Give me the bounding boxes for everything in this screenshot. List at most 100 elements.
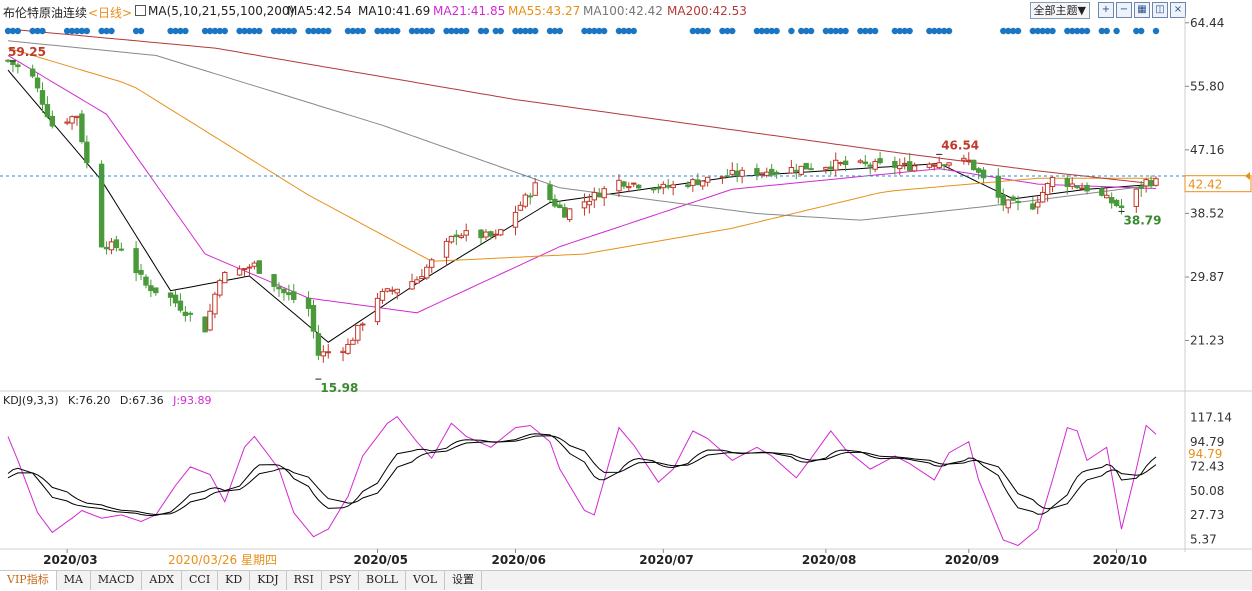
candle-body — [453, 234, 460, 238]
tab-adx[interactable]: ADX — [142, 571, 182, 590]
grid-icon[interactable]: ▦ — [1134, 2, 1150, 18]
tab-vip[interactable]: VIP指标 — [0, 571, 57, 590]
candle-body — [320, 351, 327, 357]
period-label[interactable]: <日线> — [88, 6, 133, 20]
ma-params: MA(5,10,21,55,100,200) — [148, 4, 295, 18]
candle-body — [217, 280, 223, 296]
event-dot — [531, 27, 539, 35]
event-dot — [940, 27, 948, 35]
candle-body — [108, 241, 115, 251]
price-tick-label: 64.44 — [1190, 16, 1224, 30]
candle-body — [739, 169, 745, 177]
tab-vol[interactable]: VOL — [406, 571, 446, 590]
event-dot — [354, 27, 362, 35]
tab-boll[interactable]: BOLL — [359, 571, 406, 590]
event-dot — [901, 27, 908, 35]
event-dot — [867, 27, 874, 35]
candle-body — [798, 165, 804, 175]
theme-select[interactable]: 全部主题▼ — [1029, 2, 1090, 19]
ma200-line — [7, 28, 1157, 185]
event-dot — [182, 27, 189, 35]
candle-body — [79, 113, 85, 143]
event-dot — [600, 27, 608, 35]
candle-body — [631, 182, 637, 185]
candle-body — [305, 297, 312, 309]
candle-body — [483, 231, 489, 238]
event-dot — [1014, 27, 1022, 35]
event-dot — [320, 27, 327, 35]
tab-kdj[interactable]: KDJ — [250, 571, 287, 590]
tab-psy[interactable]: PSY — [322, 571, 360, 590]
kdj-title: KDJ(9,3,3) — [3, 394, 59, 407]
candle-body — [685, 184, 691, 188]
event-dot — [9, 27, 17, 35]
candle-body — [803, 162, 809, 170]
event-dot — [724, 27, 731, 35]
candle-body — [700, 180, 706, 187]
candle-body — [187, 312, 194, 315]
ma-lines — [7, 28, 1157, 343]
tab-设置[interactable]: 设置 — [445, 571, 483, 590]
candle-body — [138, 269, 144, 275]
kdj-j-value: J:93.89 — [173, 394, 212, 407]
event-dot — [374, 27, 381, 35]
candle-body — [926, 163, 933, 168]
candle-body — [650, 188, 657, 191]
kdj-j-line — [7, 416, 1157, 547]
candle-body — [1030, 203, 1036, 210]
candle-body — [773, 171, 780, 174]
zoom-out-icon[interactable]: − — [1116, 2, 1132, 18]
event-dot — [591, 27, 598, 35]
ma21-value: MA21:41.85 — [433, 4, 506, 18]
candle-body — [478, 229, 484, 239]
event-dot — [1000, 27, 1007, 35]
event-dot — [517, 27, 524, 35]
candle-body — [310, 305, 317, 332]
x-tick-label: 2020/05 — [354, 553, 408, 567]
price-arrow-icon — [1245, 172, 1250, 181]
tab-ma[interactable]: MA — [57, 571, 91, 590]
event-dot — [1069, 27, 1076, 35]
candle-body — [443, 240, 450, 258]
x-tick-label: 2020/06 — [491, 553, 545, 567]
candle-body — [897, 165, 903, 170]
close-icon[interactable]: × — [1170, 2, 1186, 18]
tab-cci[interactable]: CCI — [182, 571, 219, 590]
candle-body — [44, 104, 51, 118]
event-dot — [477, 27, 485, 35]
candle-body — [488, 231, 494, 237]
candle-body — [345, 343, 351, 354]
candle-body — [941, 164, 947, 167]
candle-body — [153, 287, 159, 294]
split-icon[interactable]: ◫ — [1152, 2, 1168, 18]
event-dot — [753, 27, 761, 35]
event-dot — [206, 27, 214, 35]
event-dot — [290, 27, 297, 35]
candle-body — [419, 276, 425, 279]
event-dot — [763, 27, 770, 35]
event-dot — [497, 27, 504, 35]
checkbox-icon[interactable] — [135, 5, 146, 16]
candle-body — [690, 179, 696, 186]
zoom-in-icon[interactable]: + — [1098, 2, 1114, 18]
candle-body — [1138, 186, 1144, 189]
event-dot — [389, 27, 396, 35]
candle-body — [1113, 199, 1120, 207]
ma200-value: MA200:42.53 — [667, 4, 747, 18]
tab-rsi[interactable]: RSI — [287, 571, 322, 590]
tab-kd[interactable]: KD — [218, 571, 251, 590]
event-dot — [418, 27, 426, 35]
event-dot — [103, 27, 110, 35]
price-tick-label: 38.52 — [1190, 206, 1224, 220]
candle-body — [616, 179, 622, 192]
candle-body — [202, 316, 208, 333]
event-dot — [443, 27, 450, 35]
candle-body — [143, 276, 149, 286]
candle-body — [286, 292, 292, 296]
candle-body — [325, 351, 331, 354]
event-dot — [891, 27, 899, 35]
event-dot — [556, 27, 564, 35]
event-dot — [1152, 27, 1160, 35]
tab-macd[interactable]: MACD — [91, 571, 143, 590]
candle-body — [315, 333, 322, 356]
